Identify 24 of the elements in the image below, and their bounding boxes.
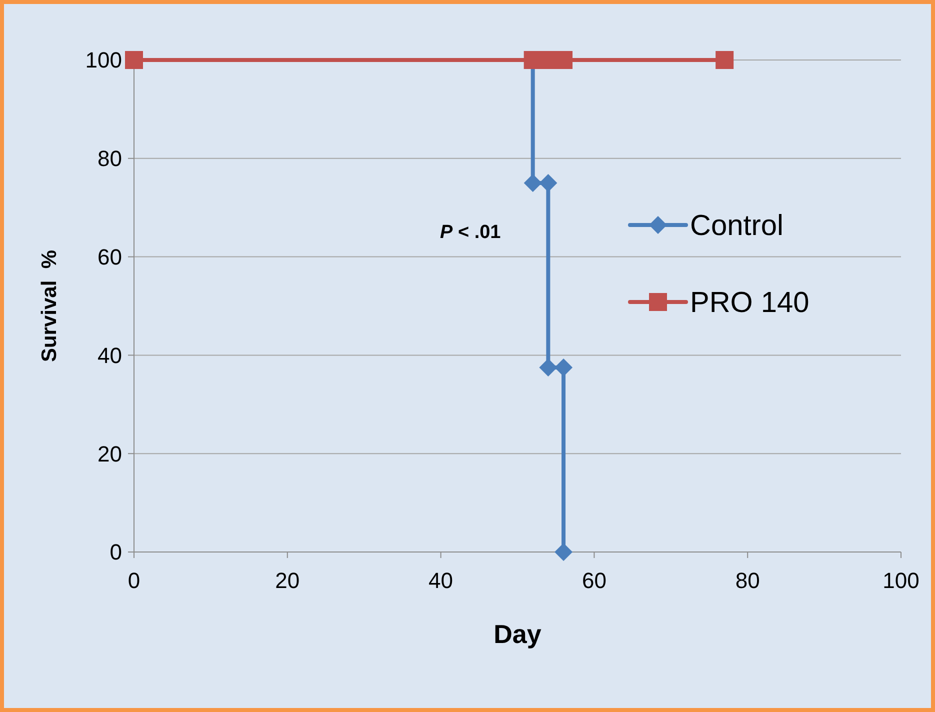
legend-label: PRO 140 [690,287,810,320]
point [524,174,542,192]
x-tick-label: 60 [582,568,606,593]
x-tick-label: 100 [882,568,920,593]
x-tick-label: 80 [735,568,760,593]
point [554,543,573,561]
point [539,358,558,376]
y-axis-title: Survival % [38,250,61,362]
x-tick-label: 20 [275,568,300,593]
x-tick-label: 0 [128,568,140,593]
x-tick-label: 40 [428,568,454,593]
legend-label: Control [690,210,784,242]
annotation: P < .01 [440,222,502,243]
y-tick-label: 60 [98,244,122,270]
y-tick-label: 20 [98,441,122,466]
x-axis-title: Day [494,619,542,649]
y-tick-label: 80 [98,146,122,172]
point [554,358,573,376]
point [125,51,143,69]
y-tick-label: 0 [110,540,122,565]
point [539,174,558,192]
y-tick-label: 100 [85,48,122,73]
y-tick-label: 40 [98,342,122,368]
point [716,51,734,69]
